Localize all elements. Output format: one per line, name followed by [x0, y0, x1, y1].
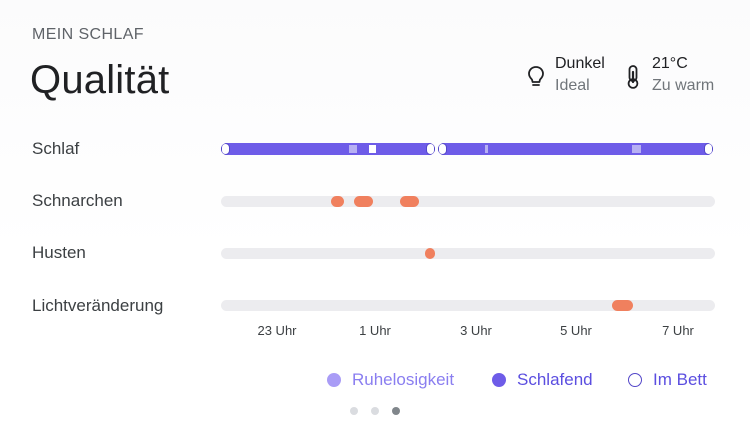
- sleep-segment[interactable]: [221, 143, 435, 155]
- temperature-stat: 21°C Zu warm: [622, 54, 714, 98]
- restless-marker: [485, 145, 488, 153]
- temperature-rating: Zu warm: [652, 77, 715, 94]
- legend-dot: [327, 373, 341, 387]
- restless-marker: [349, 145, 357, 153]
- row-label-schnarchen: Schnarchen: [32, 191, 123, 210]
- time-tick: 23 Uhr: [257, 323, 297, 338]
- legend-label: Im Bett: [653, 370, 707, 389]
- time-tick: 5 Uhr: [560, 323, 592, 338]
- row-label-lichtveraenderung: Lichtveränderung: [32, 296, 164, 315]
- time-tick: 1 Uhr: [359, 323, 391, 338]
- restless-marker: [632, 145, 641, 153]
- light-value: Dunkel: [555, 55, 605, 72]
- light-stat: Dunkel Ideal: [525, 54, 605, 98]
- snoring-track: [221, 196, 715, 207]
- section-eyebrow: MEIN SCHLAF: [32, 26, 144, 43]
- in-bed-marker: [438, 143, 447, 155]
- legend-dot: [628, 373, 642, 387]
- awake-marker: [369, 145, 376, 153]
- sleep-segment[interactable]: [438, 143, 713, 155]
- time-tick: 7 Uhr: [662, 323, 694, 338]
- legend-item-im-bett: Im Bett: [628, 370, 707, 390]
- legend-item-schlafend: Schlafend: [492, 370, 593, 390]
- legend-item-ruhelosigkeit: Ruhelosigkeit: [327, 370, 454, 390]
- thermometer-icon: [627, 65, 639, 89]
- row-label-husten: Husten: [32, 243, 86, 262]
- cough-track: [221, 248, 715, 259]
- in-bed-marker: [221, 143, 230, 155]
- legend-label: Ruhelosigkeit: [352, 370, 455, 389]
- page-indicator-dot-active[interactable]: [392, 407, 400, 415]
- light-change-event[interactable]: [612, 300, 633, 311]
- in-bed-marker: [704, 143, 713, 155]
- snoring-event[interactable]: [400, 196, 419, 207]
- row-label-schlaf: Schlaf: [32, 139, 80, 158]
- snoring-event[interactable]: [354, 196, 373, 207]
- time-tick: 3 Uhr: [460, 323, 492, 338]
- in-bed-marker: [426, 143, 435, 155]
- lightbulb-icon: [528, 66, 544, 86]
- page-indicator-dot[interactable]: [371, 407, 379, 415]
- snoring-event[interactable]: [331, 196, 344, 207]
- temperature-value: 21°C: [652, 55, 688, 72]
- light-rating: Ideal: [555, 77, 590, 94]
- page-indicator-dot[interactable]: [350, 407, 358, 415]
- legend-dot: [492, 373, 506, 387]
- light-change-track: [221, 300, 715, 311]
- cough-event[interactable]: [425, 248, 435, 259]
- page-title: Qualität: [30, 58, 170, 102]
- legend-label: Schlafend: [517, 370, 593, 389]
